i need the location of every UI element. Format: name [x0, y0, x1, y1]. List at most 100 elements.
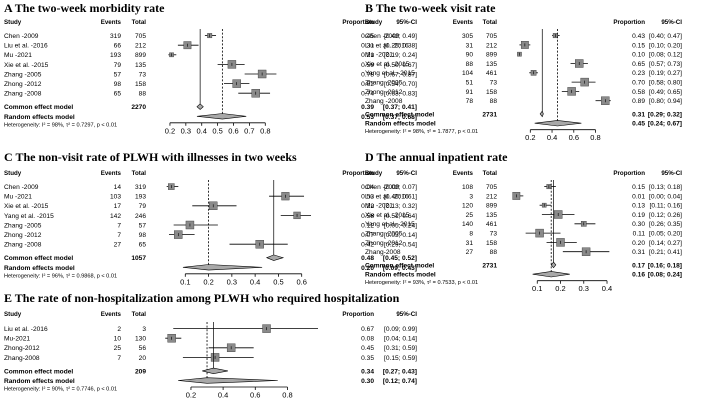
x-tick-label: 0.4 [197, 126, 207, 135]
header-events: Events [101, 19, 122, 26]
forest-panel-a: A The two-week morbidity rate Study Events… [4, 1, 417, 135]
x-tick-label: 0.2 [525, 133, 535, 142]
random-effects-ci: [0.37; 0.68] [383, 114, 417, 121]
study-proportion: 0.04 [361, 184, 374, 191]
study-proportion: 0.21 [361, 52, 374, 59]
random-effects-proportion: 0.30 [361, 378, 374, 385]
study-ci: [0.04; 0.14] [384, 336, 417, 343]
study-events: 25 [114, 345, 122, 352]
study-ci: [0.50; 0.67] [384, 62, 417, 69]
study-name: Zhang-2008 [365, 249, 401, 256]
x-tick-label: 0.3 [579, 284, 589, 293]
header-proportion: Proportion [613, 170, 645, 177]
study-ci: [0.40; 0.47] [649, 33, 682, 40]
study-total: 79 [139, 203, 147, 210]
study-ci: [0.25; 0.38] [384, 43, 417, 50]
study-total: 461 [486, 70, 497, 77]
study-name: Zhang -2005 [365, 231, 403, 238]
study-name: Yang et al. -2015 [365, 221, 415, 228]
study-events: 319 [110, 33, 121, 40]
study-ci: [0.05; 0.24] [384, 222, 417, 229]
study-events: 193 [110, 52, 121, 59]
study-proportion: 0.19 [632, 212, 645, 219]
study-proportion: 0.08 [361, 336, 374, 343]
common-effect-proportion: 0.39 [361, 104, 374, 111]
study-proportion: 0.67 [361, 326, 374, 333]
random-effects-ci: [0.08; 0.24] [648, 272, 682, 279]
study-total: 65 [139, 242, 147, 249]
heterogeneity-text: Heterogeneity: I² = 98%, τ² = 1.7877, p … [365, 129, 478, 135]
study-total: 73 [490, 231, 498, 238]
study-name: Mu -2021 [4, 194, 32, 201]
study-events: 2 [117, 326, 121, 333]
x-tick-label: 0.2 [203, 277, 213, 286]
study-events: 25 [466, 212, 474, 219]
random-effects-diamond [532, 271, 570, 278]
common-effect-total: 209 [135, 368, 146, 375]
study-total: 88 [490, 249, 498, 256]
common-effect-ci: [0.27; 0.43] [383, 368, 417, 375]
header-events: Events [101, 311, 122, 318]
study-ci: [0.51; 0.64] [384, 213, 417, 220]
study-proportion: 0.20 [632, 240, 645, 247]
x-tick-label: 0.6 [250, 391, 260, 400]
study-proportion: 0.58 [632, 89, 645, 96]
x-tick-label: 0.5 [212, 126, 222, 135]
study-proportion: 0.43 [632, 33, 645, 40]
study-ci: [0.42; 0.49] [384, 33, 417, 40]
study-events: 142 [110, 213, 121, 220]
heterogeneity-text: Heterogeneity: I² = 93%, τ² = 0.7533, p … [365, 280, 478, 286]
study-events: 65 [114, 91, 122, 98]
random-effects-label: Random effects model [4, 265, 75, 272]
study-name: Liu et al. -2016 [4, 326, 48, 333]
study-ci: [0.58; 0.80] [649, 80, 682, 87]
common-effect-ci: [0.45; 0.52] [383, 255, 417, 262]
x-tick-label: 0.2 [186, 391, 196, 400]
forest-panel-d: D The annual inpatient rate Study Events To… [365, 150, 682, 293]
x-tick-label: 0.4 [547, 133, 557, 142]
study-ci: [0.12; 0.26] [649, 212, 682, 219]
study-ci: [0.08; 0.12] [649, 52, 682, 59]
study-total: 899 [486, 203, 497, 210]
study-events: 88 [466, 61, 474, 68]
study-name: Yang et al. -2015 [365, 70, 415, 77]
study-total: 135 [486, 212, 497, 219]
study-total: 3 [142, 326, 146, 333]
common-effect-total: 1057 [131, 255, 146, 262]
random-effects-proportion: 0.20 [361, 265, 374, 272]
study-total: 705 [486, 184, 497, 191]
study-events: 104 [462, 70, 473, 77]
common-effect-label: Common effect model [4, 255, 73, 262]
random-effects-proportion: 0.16 [632, 272, 645, 279]
study-events: 7 [117, 222, 121, 229]
random-effects-label: Random effects model [365, 121, 436, 128]
header-ci: 95%-CI [661, 170, 682, 177]
study-events: 7 [117, 355, 121, 362]
heterogeneity-text: Heterogeneity: I² = 98%, τ² = 0.7297, p … [4, 122, 117, 128]
study-proportion: 0.01 [632, 193, 645, 200]
study-proportion: 0.42 [361, 242, 374, 249]
study-name: Zhang-2008 [4, 355, 40, 362]
study-total: 246 [135, 213, 146, 220]
study-ci: [0.57; 0.73] [649, 61, 682, 68]
study-name: Xie et al. -2015 [365, 61, 410, 68]
study-events: 120 [462, 203, 473, 210]
study-name: Zhang -2008 [365, 98, 403, 105]
study-ci: [0.09; 0.99] [384, 326, 417, 333]
common-effect-diamond [202, 367, 228, 375]
study-events: 66 [114, 43, 122, 50]
random-effects-diamond [196, 113, 247, 120]
study-total: 158 [486, 89, 497, 96]
study-name: Mu -2021 [4, 52, 32, 59]
header-total: Total [132, 311, 147, 318]
study-ci: [0.11; 0.16] [649, 203, 682, 210]
header-study: Study [365, 19, 383, 26]
study-name: Zhang -2008 [4, 91, 42, 98]
header-proportion: Proportion [613, 19, 645, 26]
header-total: Total [132, 19, 147, 26]
header-total: Total [483, 19, 498, 26]
study-events: 79 [114, 62, 122, 69]
study-events: 140 [462, 221, 473, 228]
common-effect-ci: [0.16; 0.18] [648, 262, 682, 269]
header-study: Study [4, 170, 22, 177]
